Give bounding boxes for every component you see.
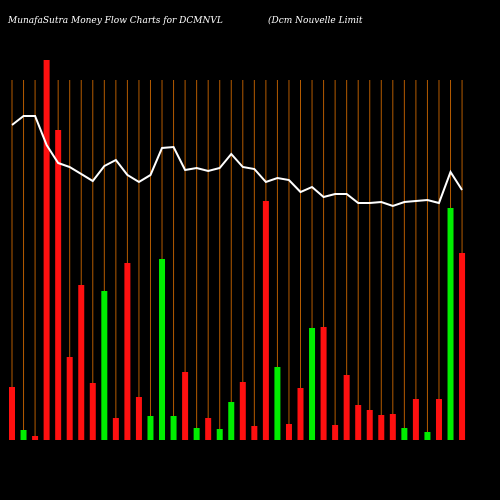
- bar: [228, 402, 235, 440]
- price-line: [11, 115, 463, 208]
- bar: [66, 357, 73, 440]
- bar: [216, 429, 223, 440]
- bar: [43, 60, 50, 440]
- chart-title: MunafaSutra Money Flow Charts for DCMNVL: [7, 16, 223, 26]
- bar: [170, 416, 177, 440]
- bar: [9, 387, 15, 440]
- bar: [332, 425, 339, 440]
- bar: [239, 382, 246, 440]
- bar: [320, 327, 327, 440]
- bar: [401, 428, 408, 440]
- bar: [366, 410, 373, 440]
- bar: [459, 253, 466, 440]
- bar: [343, 375, 350, 440]
- bar: [101, 291, 108, 440]
- bar: [193, 428, 200, 440]
- bar: [55, 130, 62, 440]
- bar: [251, 426, 258, 440]
- bar: [424, 432, 431, 440]
- bar: [32, 436, 39, 440]
- bar: [274, 367, 281, 440]
- bar: [159, 259, 166, 440]
- bar: [297, 388, 304, 440]
- bar: [20, 430, 27, 440]
- bar: [447, 208, 454, 440]
- bar: [147, 416, 154, 440]
- bar: [412, 399, 419, 440]
- bar: [435, 399, 442, 440]
- bar: [124, 263, 131, 440]
- bar: [355, 405, 362, 440]
- bar: [389, 414, 396, 440]
- bar: [89, 383, 96, 440]
- bar: [78, 285, 85, 440]
- bar: [309, 328, 316, 440]
- chart-subtitle: (Dcm Nouvelle Limit: [268, 15, 363, 26]
- bar: [135, 397, 142, 440]
- bar: [285, 424, 292, 440]
- bar: [182, 372, 189, 440]
- bar: [112, 418, 119, 440]
- bar: [262, 201, 269, 440]
- bar: [378, 415, 385, 440]
- bar: [205, 418, 212, 440]
